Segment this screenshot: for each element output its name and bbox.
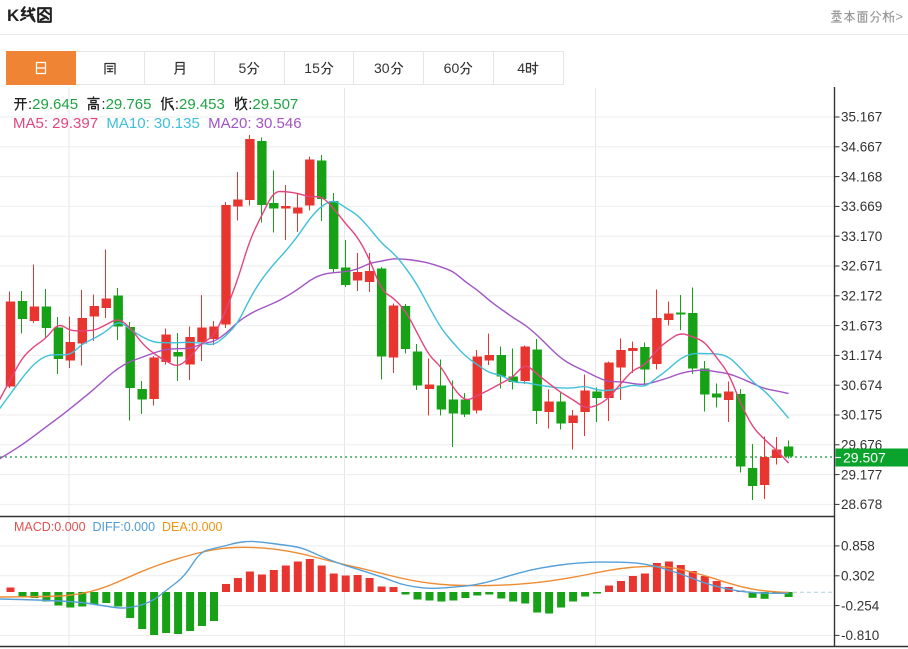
svg-text:33.669: 33.669 — [841, 199, 882, 214]
svg-text:30.175: 30.175 — [841, 408, 882, 423]
svg-text:-0.254: -0.254 — [841, 598, 880, 613]
svg-text:29.507: 29.507 — [843, 450, 886, 466]
svg-text:31.174: 31.174 — [841, 348, 883, 363]
svg-text:0.858: 0.858 — [841, 539, 875, 554]
svg-text:32.671: 32.671 — [841, 259, 882, 274]
svg-text:32.172: 32.172 — [841, 289, 882, 304]
svg-text:34.667: 34.667 — [841, 140, 882, 155]
svg-text:30.674: 30.674 — [841, 378, 883, 393]
svg-text:0.302: 0.302 — [841, 569, 875, 584]
svg-text:33.170: 33.170 — [841, 229, 882, 244]
svg-text:28.678: 28.678 — [841, 497, 882, 512]
svg-text:31.673: 31.673 — [841, 318, 882, 333]
svg-text:29.177: 29.177 — [841, 467, 882, 482]
svg-text:-0.810: -0.810 — [841, 628, 879, 643]
svg-text:35.167: 35.167 — [841, 110, 882, 125]
svg-text:34.168: 34.168 — [841, 169, 882, 184]
